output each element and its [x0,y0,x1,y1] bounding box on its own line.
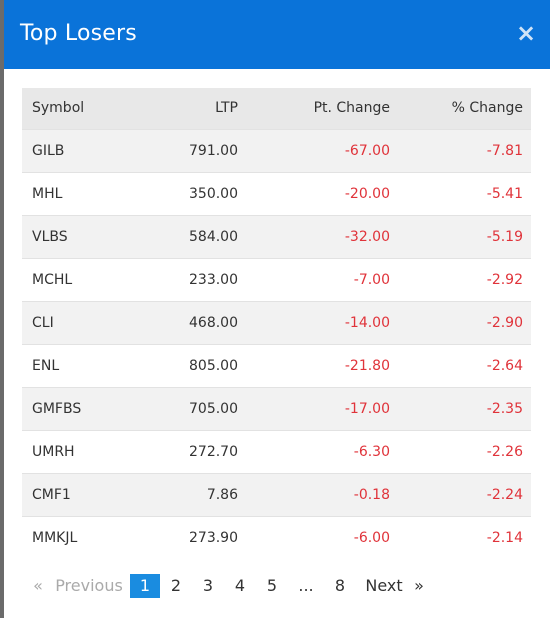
cell-pct-change: -7.81 [486,142,523,159]
table-row[interactable]: MCHL 233.00 -7.00 -2.92 [22,258,531,301]
page-button-2[interactable]: 2 [170,576,182,595]
cell-pct-change: -2.64 [486,357,523,374]
next-page-button[interactable]: Next [365,576,403,595]
table-row[interactable]: MHL 350.00 -20.00 -5.41 [22,172,531,215]
cell-symbol: UMRH [32,443,75,460]
cell-ltp: 705.00 [189,400,238,417]
cell-pt-change: -14.00 [344,314,390,331]
cell-pt-change: -21.80 [344,357,390,374]
cell-symbol: MMKJL [32,529,78,546]
table-row[interactable]: VLBS 584.00 -32.00 -5.19 [22,215,531,258]
cell-pt-change: -20.00 [344,185,390,202]
cell-symbol: MHL [32,185,63,202]
cell-ltp: 273.90 [189,529,238,546]
page-button-3[interactable]: 3 [202,576,214,595]
cell-ltp: 468.00 [189,314,238,331]
cell-pt-change: -0.18 [353,486,390,503]
cell-pt-change: -6.30 [353,443,390,460]
modal-header: Top Losers × [4,0,550,69]
cell-ltp: 791.00 [189,142,238,159]
cell-ltp: 7.86 [206,486,238,503]
cell-pt-change: -17.00 [344,400,390,417]
cell-symbol: CLI [32,314,54,331]
page-button-4[interactable]: 4 [234,576,246,595]
table-row[interactable]: MMKJL 273.90 -6.00 -2.14 [22,516,531,559]
cell-ltp: 350.00 [189,185,238,202]
page-ellipsis: ... [298,576,314,595]
cell-pct-change: -2.35 [486,400,523,417]
cell-ltp: 805.00 [189,357,238,374]
cell-pct-change: -2.90 [486,314,523,331]
page-button-8[interactable]: 8 [334,576,346,595]
cell-symbol: VLBS [32,228,68,245]
cell-symbol: CMF1 [32,486,71,503]
cell-symbol: ENL [32,357,60,374]
page-button-1[interactable]: 1 [130,574,160,598]
losers-table: Symbol LTP Pt. Change % Change GILB 791.0… [22,88,531,559]
table-row[interactable]: ENL 805.00 -21.80 -2.64 [22,344,531,387]
table-row[interactable]: GMFBS 705.00 -17.00 -2.35 [22,387,531,430]
table-row[interactable]: CMF1 7.86 -0.18 -2.24 [22,473,531,516]
cell-symbol: MCHL [32,271,73,288]
column-header-ltp: LTP [215,100,238,117]
cell-symbol: GMFBS [32,400,82,417]
cell-pt-change: -6.00 [353,529,390,546]
top-losers-modal: Top Losers × Symbol LTP Pt. Change % Cha… [4,0,550,618]
cell-pct-change: -2.92 [486,271,523,288]
pagination: « Previous 1 2 3 4 5 ... 8 Next » [28,574,426,598]
cell-pct-change: -2.14 [486,529,523,546]
cell-pct-change: -2.26 [486,443,523,460]
column-header-symbol: Symbol [32,100,85,117]
cell-pt-change: -7.00 [353,271,390,288]
cell-pt-change: -67.00 [344,142,390,159]
cell-symbol: GILB [32,142,65,159]
column-header-pt-change: Pt. Change [313,100,390,117]
close-icon[interactable]: × [515,19,537,47]
table-row[interactable]: GILB 791.00 -67.00 -7.81 [22,129,531,172]
cell-pct-change: -2.24 [486,486,523,503]
table-row[interactable]: UMRH 272.70 -6.30 -2.26 [22,430,531,473]
page-button-5[interactable]: 5 [266,576,278,595]
cell-pct-change: -5.19 [486,228,523,245]
table-header-row: Symbol LTP Pt. Change % Change [22,88,531,129]
cell-ltp: 233.00 [189,271,238,288]
table-row[interactable]: CLI 468.00 -14.00 -2.90 [22,301,531,344]
modal-title: Top Losers [20,21,137,46]
previous-page-button[interactable]: Previous [55,576,123,595]
cell-ltp: 584.00 [189,228,238,245]
last-page-button[interactable]: » [414,576,424,595]
cell-pt-change: -32.00 [344,228,390,245]
first-page-button[interactable]: « [33,576,43,595]
column-header-pct-change: % Change [451,100,523,117]
cell-pct-change: -5.41 [486,185,523,202]
cell-ltp: 272.70 [189,443,238,460]
